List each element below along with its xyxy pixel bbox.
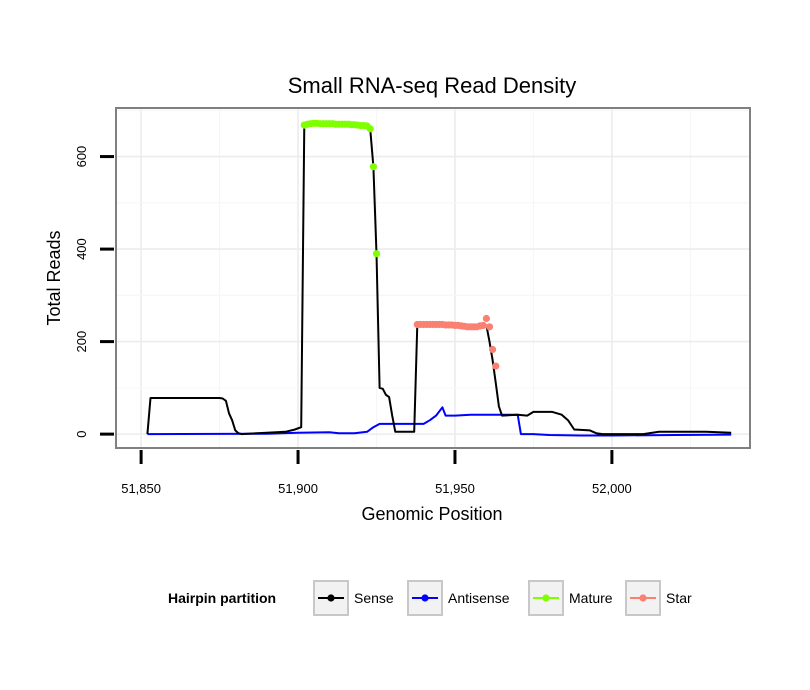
legend-item-star: Star [625, 580, 692, 616]
y-axis: 0 200 400 600 [74, 146, 114, 438]
data-point-mature [372, 250, 381, 258]
chart-title: Small RNA-seq Read Density [288, 73, 577, 98]
legend-key-point [542, 594, 550, 602]
data-point-star [489, 345, 497, 354]
y-tick-label: 400 [74, 238, 89, 260]
plot-panel-border [115, 107, 751, 449]
legend-key-point [327, 594, 335, 602]
legend-title: Hairpin partition [168, 590, 276, 606]
data-point-star [492, 362, 500, 370]
data-point-mature [366, 125, 374, 133]
x-axis: 51,850 51,900 51,950 52,000 [121, 450, 632, 496]
series-line-sense [146, 123, 732, 436]
series-line-antisense [147, 406, 732, 437]
data-point-star [479, 321, 487, 329]
series-layer [146, 119, 732, 437]
x-tick-label: 52,000 [592, 481, 632, 496]
y-axis-title: Total Reads [44, 230, 64, 325]
y-tick-label: 200 [74, 331, 89, 353]
legend-item-antisense: Antisense [407, 580, 510, 616]
x-tick-label: 51,950 [435, 481, 475, 496]
x-tick-label: 51,850 [121, 481, 161, 496]
legend-key-point [421, 594, 429, 602]
legend-label: Star [666, 590, 692, 606]
x-axis-title: Genomic Position [361, 504, 502, 524]
y-tick-label: 600 [74, 146, 89, 168]
x-tick-label: 51,900 [278, 481, 318, 496]
legend-item-mature: Mature [528, 580, 613, 616]
legend-label: Mature [569, 590, 613, 606]
y-tick-label: 0 [74, 431, 89, 438]
legend: Hairpin partition Sense Antisense Mature St… [168, 580, 692, 616]
legend-label: Antisense [448, 590, 510, 606]
legend-key-point [639, 594, 647, 602]
data-point-star [485, 323, 494, 331]
grid-lines [116, 108, 750, 448]
data-point-star [482, 314, 490, 323]
data-point-mature [369, 163, 377, 171]
legend-label: Sense [354, 590, 394, 606]
legend-item-sense: Sense [313, 580, 394, 616]
